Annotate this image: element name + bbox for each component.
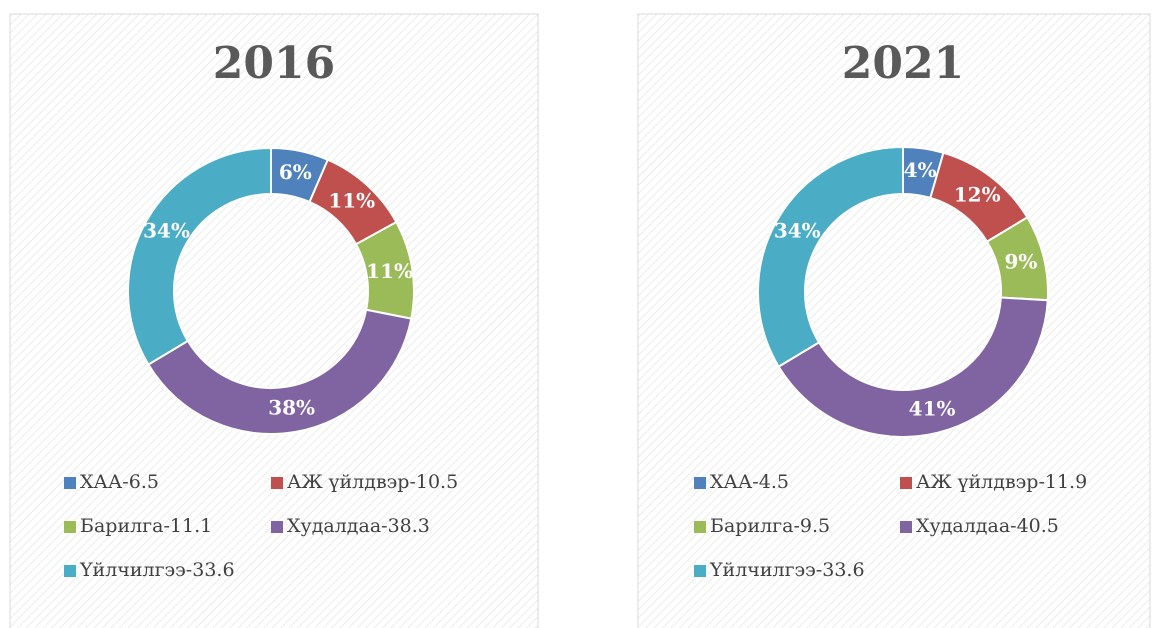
legend-label: Худалдаа-38.3 [287,515,430,537]
legend-swatch [694,521,706,533]
legend-swatch [64,565,76,577]
legend-swatch [64,477,76,489]
legend-swatch [271,521,283,533]
donut-segment [147,308,413,435]
legend-swatch [900,521,912,533]
data-label: 11% [366,259,413,283]
panel [637,13,1151,628]
data-label: 11% [328,189,375,213]
donut-segment [127,146,272,366]
legend-label: Барилга-11.1 [80,515,212,537]
legend-label: Үйлчилгээ-33.6 [79,559,235,581]
legend-label: Барилга-9.5 [710,515,830,537]
data-label: 38% [268,396,315,420]
donut-segment [757,145,904,368]
legend-swatch [694,477,706,489]
legend-label: ХАА-4.5 [710,471,789,493]
legend-label: Үйлчилгээ-33.6 [709,559,865,581]
data-label: 12% [954,182,1001,206]
data-label: 34% [774,219,821,243]
legend-swatch [900,477,912,489]
legend-swatch [64,521,76,533]
data-label: 9% [1005,249,1038,273]
data-label: 41% [909,396,956,420]
legend-swatch [694,565,706,577]
legend-label: АЖ үйлдвэр-11.9 [916,471,1087,493]
chart-title: 2021 [842,38,964,89]
data-label: 34% [143,218,190,242]
data-label: 4% [904,158,937,182]
data-label: 6% [279,160,312,184]
chart-title: 2016 [213,38,335,89]
legend-label: Худалдаа-40.5 [916,515,1059,537]
legend-label: АЖ үйлдвэр-10.5 [287,471,458,493]
legend-swatch [271,477,283,489]
legend-label: ХАА-6.5 [80,471,159,493]
donut-segment [777,296,1049,439]
